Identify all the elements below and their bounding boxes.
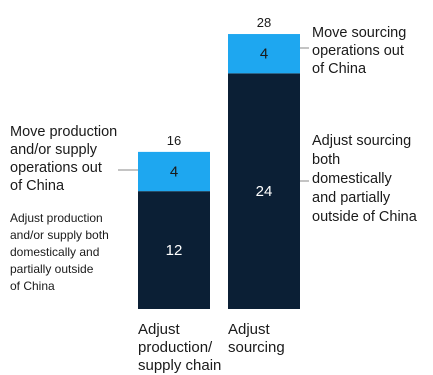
category-label: supply chain bbox=[138, 357, 221, 374]
category-label: sourcing bbox=[228, 339, 285, 356]
annotation-adjust-sourcing: domestically bbox=[312, 171, 393, 187]
category-label: Adjust bbox=[138, 321, 181, 338]
annotation-adjust-sourcing: Adjust sourcing bbox=[312, 133, 411, 149]
annotation-adjust-sourcing: both bbox=[312, 152, 340, 168]
total-label: 28 bbox=[257, 15, 271, 30]
annotation-move-production: Move production bbox=[10, 124, 117, 140]
data-label-move: 4 bbox=[170, 164, 178, 181]
annotation-move-sourcing: operations out bbox=[312, 43, 404, 59]
bar-segment-adjust bbox=[228, 73, 300, 309]
annotation-adjust-production: Adjust production bbox=[10, 211, 103, 225]
annotation-adjust-sourcing: outside of China bbox=[312, 209, 418, 225]
category-label: Adjust bbox=[228, 321, 271, 338]
annotation-adjust-production: and/or supply both bbox=[10, 228, 109, 242]
annotation-move-sourcing: of China bbox=[312, 61, 367, 77]
annotation-adjust-sourcing: and partially bbox=[312, 190, 391, 206]
annotation-move-production: of China bbox=[10, 178, 65, 194]
total-label: 16 bbox=[167, 133, 181, 148]
category-label: production/ bbox=[138, 339, 213, 356]
data-label-adjust: 24 bbox=[256, 183, 273, 200]
annotation-adjust-production: domestically and bbox=[10, 245, 99, 259]
bar-segment-move bbox=[228, 34, 300, 74]
annotation-adjust-production: of China bbox=[10, 279, 55, 293]
data-label-move: 4 bbox=[260, 46, 268, 63]
annotation-move-production: operations out bbox=[10, 160, 102, 176]
bars-layer bbox=[138, 34, 300, 309]
bar-segment-move bbox=[138, 151, 210, 192]
bar-segment-adjust bbox=[138, 191, 210, 309]
annotation-move-sourcing: Move sourcing bbox=[312, 25, 406, 41]
annotation-move-production: and/or supply bbox=[10, 142, 98, 158]
annotation-adjust-production: partially outside bbox=[10, 262, 94, 276]
data-label-adjust: 12 bbox=[166, 242, 183, 259]
